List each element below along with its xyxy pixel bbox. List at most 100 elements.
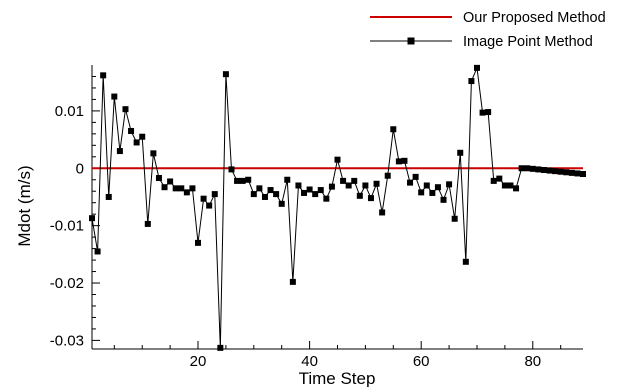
x-tick-label: 40 bbox=[301, 353, 318, 370]
data-point bbox=[540, 166, 547, 173]
data-point bbox=[172, 185, 179, 192]
data-point bbox=[250, 191, 257, 198]
data-point bbox=[139, 133, 146, 140]
data-point bbox=[301, 189, 308, 196]
data-point bbox=[479, 109, 486, 116]
data-point bbox=[440, 196, 447, 203]
data-point bbox=[574, 170, 581, 177]
data-point bbox=[317, 187, 324, 194]
data-point bbox=[295, 182, 302, 189]
data-point bbox=[546, 167, 553, 174]
data-point bbox=[189, 185, 196, 192]
data-point bbox=[284, 176, 291, 183]
data-point bbox=[446, 181, 453, 188]
data-point bbox=[334, 156, 341, 163]
data-point bbox=[535, 166, 542, 173]
y-tick-label: 0 bbox=[76, 160, 84, 177]
data-point bbox=[423, 182, 430, 189]
data-point bbox=[356, 192, 363, 199]
data-point bbox=[133, 139, 140, 146]
data-point bbox=[245, 176, 252, 183]
data-point bbox=[328, 183, 335, 190]
legend-label-our-proposed-method: Our Proposed Method bbox=[463, 10, 606, 26]
y-tick-label: 0.01 bbox=[55, 103, 84, 120]
data-point bbox=[105, 193, 112, 200]
data-point bbox=[468, 78, 475, 85]
data-point bbox=[222, 71, 229, 78]
data-point bbox=[418, 189, 425, 196]
data-point bbox=[507, 182, 514, 189]
x-axis-title: Time Step bbox=[299, 369, 376, 387]
data-point bbox=[150, 150, 157, 157]
data-point bbox=[580, 171, 586, 178]
data-point bbox=[490, 177, 497, 184]
data-point bbox=[557, 168, 564, 175]
data-point bbox=[200, 195, 207, 202]
x-tick-label: 60 bbox=[413, 353, 430, 370]
data-point bbox=[429, 189, 436, 196]
legend-marker-image-point-method bbox=[407, 37, 415, 45]
data-point bbox=[217, 344, 224, 351]
legend-label-image-point-method: Image Point Method bbox=[463, 34, 593, 50]
data-point bbox=[434, 184, 441, 191]
data-point bbox=[501, 182, 508, 189]
data-point bbox=[384, 172, 391, 179]
data-point bbox=[345, 182, 352, 189]
data-point bbox=[195, 239, 202, 246]
data-point bbox=[234, 177, 241, 184]
data-point bbox=[568, 169, 575, 176]
y-tick-label: -0.03 bbox=[50, 332, 84, 349]
data-point bbox=[462, 258, 469, 265]
y-tick-label: -0.01 bbox=[50, 218, 84, 235]
data-point bbox=[485, 109, 492, 116]
data-point bbox=[256, 185, 263, 192]
y-tick-label: -0.02 bbox=[50, 275, 84, 292]
data-point bbox=[161, 184, 168, 191]
data-point bbox=[362, 182, 369, 189]
data-point bbox=[457, 149, 464, 156]
legend: Our Proposed Method Image Point Method bbox=[370, 10, 606, 50]
data-point bbox=[144, 220, 151, 227]
data-point bbox=[183, 189, 190, 196]
data-point bbox=[128, 127, 135, 134]
data-point bbox=[412, 173, 419, 180]
data-point bbox=[379, 209, 386, 216]
data-point bbox=[323, 195, 330, 202]
data-point bbox=[111, 93, 118, 100]
data-point bbox=[351, 177, 358, 184]
data-point bbox=[289, 278, 296, 285]
data-point bbox=[122, 106, 129, 113]
data-point bbox=[273, 191, 280, 198]
data-point bbox=[552, 168, 559, 175]
data-point bbox=[155, 175, 162, 182]
data-point bbox=[306, 186, 313, 193]
data-point bbox=[340, 177, 347, 184]
data-point bbox=[367, 195, 374, 202]
data-point bbox=[239, 177, 246, 184]
y-axis-title: Mdot (m/s) bbox=[15, 165, 34, 246]
data-point bbox=[89, 215, 95, 222]
data-point bbox=[267, 187, 274, 194]
data-point bbox=[529, 165, 536, 172]
data-point bbox=[100, 72, 107, 79]
data-point bbox=[228, 166, 235, 173]
data-point bbox=[261, 193, 268, 200]
data-point bbox=[395, 158, 402, 165]
data-point bbox=[206, 202, 213, 209]
data-point bbox=[211, 191, 218, 198]
data-point bbox=[116, 148, 123, 155]
data-point bbox=[94, 248, 101, 255]
x-tick-label: 20 bbox=[190, 353, 207, 370]
data-point bbox=[513, 185, 520, 192]
data-point bbox=[178, 185, 185, 192]
data-point bbox=[312, 191, 319, 198]
data-point bbox=[524, 165, 531, 172]
data-point bbox=[401, 157, 408, 164]
data-point bbox=[278, 200, 285, 207]
data-point bbox=[407, 179, 414, 186]
data-point bbox=[390, 126, 397, 133]
data-point bbox=[451, 215, 458, 222]
data-point bbox=[473, 64, 480, 71]
data-point bbox=[496, 175, 503, 182]
